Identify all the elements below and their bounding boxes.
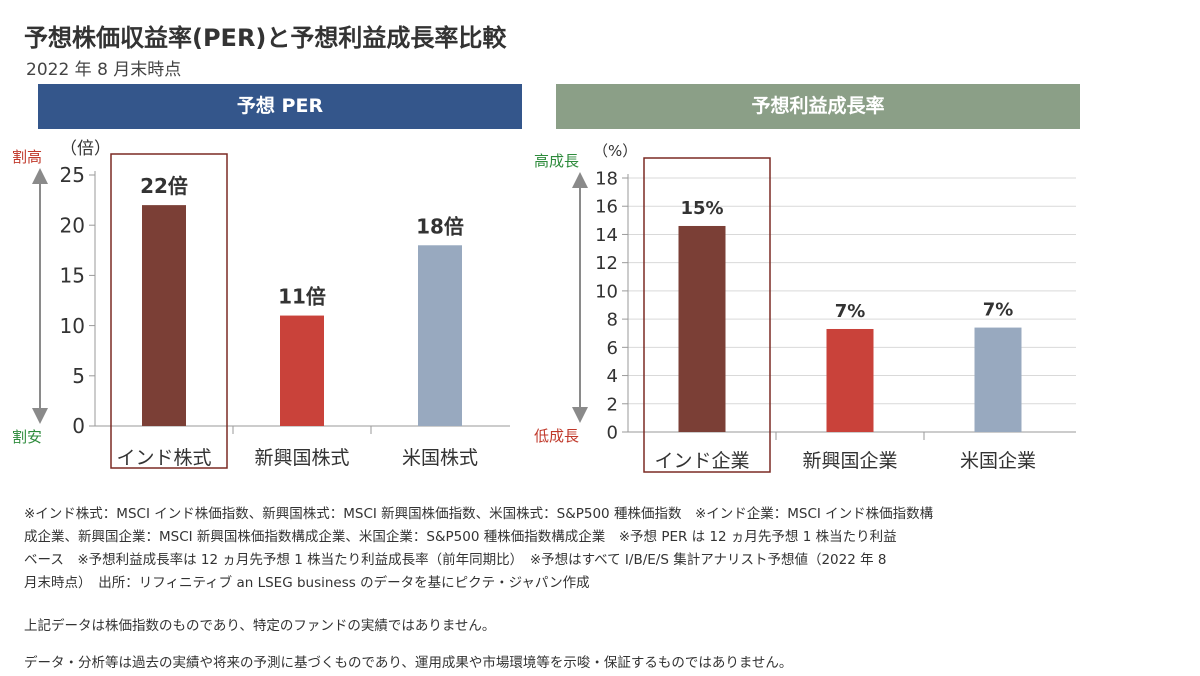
y-tick-label: 15 [60,264,85,288]
y-tick-label: 5 [72,364,85,388]
y-tick-label: 18 [595,168,618,189]
y-tick-label: 6 [607,338,618,359]
bar [678,225,726,432]
highlight-box [110,153,228,469]
x-category-label: 新興国企業 [802,450,897,472]
y-tick-label: 4 [607,366,618,387]
data-label: 15% [680,198,723,219]
y-tick-label: 8 [607,310,618,331]
highlight-box [643,157,771,473]
y-tick-label: 10 [60,314,85,338]
low-label: 割安 [12,428,42,446]
y-axis-unit-label: （%） [593,142,637,160]
data-label: 7% [983,300,1014,321]
data-label: 11倍 [278,285,326,309]
y-tick-label: 0 [607,422,618,443]
footnote-line: ※インド株式：MSCI インド株価指数、新興国株式：MSCI 新興国株価指数、米… [24,506,934,522]
x-category-label: 新興国株式 [254,447,349,469]
per-panel-banner: 予想 PER [38,84,522,129]
y-axis-unit-label: （倍） [60,139,111,159]
y-tick-label: 0 [72,414,85,438]
x-category-label: インド株式 [116,447,211,469]
data-label: 22倍 [140,174,188,198]
x-category-label: 米国株式 [402,447,478,469]
footnote-line: 成企業、新興国企業：MSCI 新興国株価指数構成企業、米国企業：S&P500 種… [24,529,897,545]
x-category-label: インド企業 [654,450,749,472]
footnote-line: 月末時点） 出所：リフィニティブ an LSEG business のデータを基… [24,575,590,591]
high-label: 高成長 [534,152,579,170]
y-tick-label: 20 [60,213,85,237]
chart-area: 0510152025（倍）割高割安22倍インド株式11倍新興国株式18倍米国株式… [12,139,1076,473]
bar [974,327,1022,432]
page-title: 予想株価収益率(PER)と予想利益成長率比較 [24,24,507,52]
y-tick-label: 10 [595,281,618,302]
disclaimer-index-data: 上記データは株価指数のものであり、特定のファンドの実績ではありません。 [24,618,496,634]
y-tick-label: 2 [607,394,618,415]
y-tick-label: 14 [595,225,618,246]
y-tick-label: 25 [60,163,85,187]
bar [142,205,186,426]
footnote-line: ベース ※予想利益成長率は 12 ヵ月先予想 1 株当たり利益成長率（前年同期比… [24,552,887,568]
x-category-label: 米国企業 [960,450,1036,472]
high-label: 割高 [12,148,42,166]
bar [418,245,462,426]
y-tick-label: 12 [595,253,618,274]
footnotes: ※インド株式：MSCI インド株価指数、新興国株式：MSCI 新興国株価指数、米… [24,503,1134,595]
bar [826,328,874,432]
disclaimer-past-performance: データ・分析等は過去の実績や将来の予測に基づくものであり、運用成果や市場環境等を… [24,655,793,671]
date-subtitle: 2022 年 8 月末時点 [26,60,182,80]
data-label: 7% [835,301,866,322]
growth-panel-banner: 予想利益成長率 [556,84,1080,129]
bar [280,315,324,426]
y-tick-label: 16 [595,197,618,218]
data-label: 18倍 [416,214,464,238]
low-label: 低成長 [534,427,579,445]
